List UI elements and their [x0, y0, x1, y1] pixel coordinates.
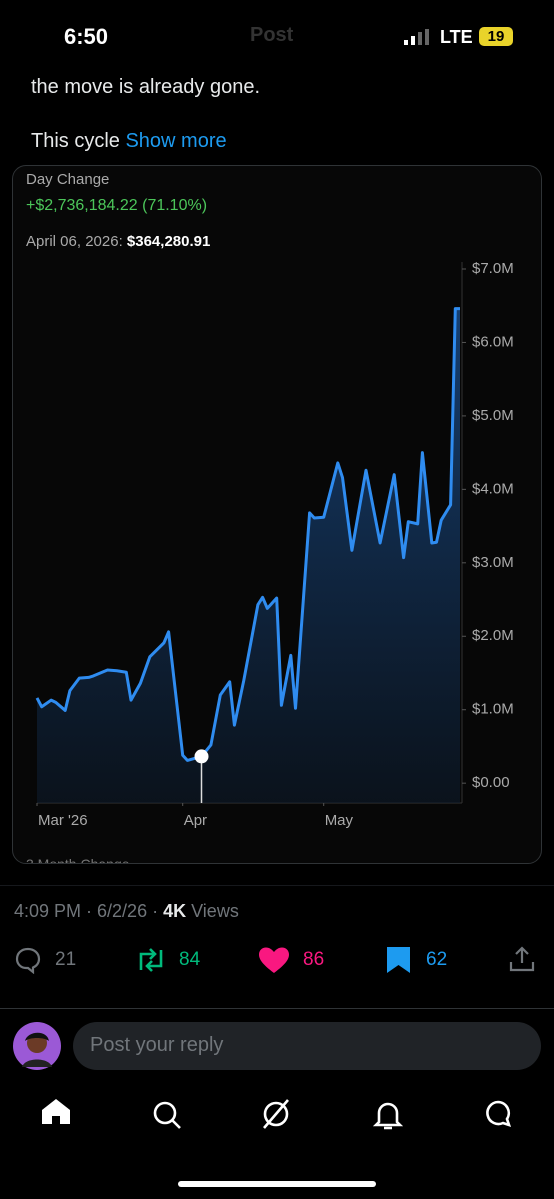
share-icon[interactable] [509, 945, 535, 973]
area [37, 308, 460, 803]
views: 4K [163, 901, 187, 921]
like-icon[interactable] [258, 946, 290, 974]
card-label: Day Change [26, 171, 110, 188]
grok-icon[interactable] [263, 1101, 289, 1127]
messages-icon[interactable] [486, 1100, 512, 1128]
y-tick-label: $3.0M [472, 554, 514, 571]
post-time: 4:09 PM · 6/2/26 · [14, 901, 159, 921]
x-tick-label: May [325, 812, 354, 829]
x-tick-label: Apr [184, 812, 207, 829]
y-tick-label: $6.0M [472, 333, 514, 350]
header: Post [250, 24, 294, 46]
repost-count: 84 [179, 949, 201, 970]
chart: $7.0M $6.0M $5.0M $4.0M $3.0M $2.0M $1.0M $0.00… [35, 260, 514, 829]
reply-placeholder: Post your reply [90, 1034, 224, 1056]
search-icon[interactable] [153, 1101, 177, 1125]
signal [404, 29, 429, 45]
repost-icon[interactable] [134, 946, 168, 974]
date-label: April 06, 2026: [26, 233, 123, 250]
reply-icon[interactable] [14, 946, 42, 974]
bookmark-count: 62 [426, 949, 448, 970]
date: April 06, 2026: $364,280.91 [26, 233, 210, 250]
line [35, 307, 460, 762]
divider [0, 885, 554, 886]
day-change: +$2,736,184.22 (71.10%) [26, 197, 208, 214]
home-icon[interactable] [42, 1099, 70, 1124]
show-more[interactable]: Show more [125, 130, 227, 152]
y-tick-label: $2.0M [472, 627, 514, 644]
date-value: $364,280.91 [126, 233, 211, 250]
y-tick-label: $4.0M [472, 480, 514, 497]
card-footer: 3 Month Change [26, 856, 130, 864]
cycle: This cycle [31, 130, 120, 152]
y-tick-label: $7.0M [472, 260, 514, 277]
reply-box[interactable] [73, 1022, 541, 1070]
post-text: This cycle Show more [31, 130, 227, 153]
highlight-point [194, 749, 209, 764]
divider [0, 1008, 554, 1009]
y-tick-label: $1.0M [472, 701, 514, 718]
avatar[interactable] [12, 1021, 62, 1071]
reply-count: 21 [55, 949, 77, 970]
like-count: 86 [303, 949, 325, 970]
battery: 19 [479, 27, 513, 46]
network: LTE [440, 27, 473, 47]
meta: 4:09 PM · 6/2/26 · 4K Views [14, 901, 239, 922]
bell-icon[interactable] [372, 1102, 404, 1130]
x-tick-label: Mar '26 [38, 812, 88, 829]
y-tick-label: $0.00 [472, 774, 510, 791]
clock: 6:50 [64, 24, 109, 49]
post-text: the move is already gone. [31, 76, 261, 98]
y-tick-label: $5.0M [472, 407, 514, 424]
views-label: Views [191, 901, 239, 921]
nav-bar [42, 1099, 512, 1130]
home-indicator [178, 1181, 376, 1187]
bookmark-icon[interactable] [386, 946, 412, 974]
